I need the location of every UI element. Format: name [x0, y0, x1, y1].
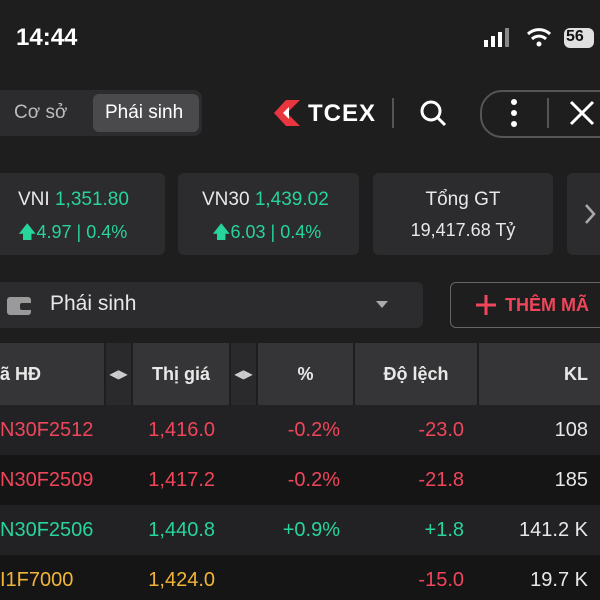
table-row[interactable]: I1F7000 1,424.0 -15.0 19.7 K [0, 555, 600, 600]
index-card[interactable]: Tổng GT 19,417.68 Tỷ [373, 173, 553, 255]
column-header[interactable]: KL [479, 343, 600, 405]
column-header[interactable]: Thị giá [133, 343, 229, 405]
index-card[interactable]: VNI 1,351.80 🡅4.97 | 0.4% [0, 173, 165, 255]
table-cell: 108 [554, 419, 588, 441]
table-cell: N30F2506 [0, 519, 94, 541]
table-cell: -0.2% [287, 419, 340, 441]
next-card[interactable] [567, 173, 600, 255]
table-cell: N30F2512 [0, 419, 94, 441]
table-cell: 1,440.8 [148, 519, 215, 541]
dropdown[interactable] [0, 282, 423, 328]
table-row[interactable]: N30F2512 1,416.0 -0.2% -23.0 108 [0, 405, 600, 455]
table-cell: -23.0 [418, 419, 464, 441]
table-cell: I1F7000 [0, 569, 74, 591]
table-cell: 185 [554, 469, 588, 491]
table-cell: -15.0 [418, 569, 464, 591]
logo-text: TCEX [308, 100, 377, 127]
table-row[interactable]: N30F2509 1,417.2 -0.2% -21.8 185 [0, 455, 600, 505]
resize-handle[interactable]: ◀▶ [231, 343, 256, 405]
dropdown-label: Phái sinh [50, 292, 137, 315]
table-cell: 141.2 K [519, 519, 588, 541]
wallet-icon [7, 297, 32, 315]
index-value: 1,439.02 [254, 189, 329, 210]
table-cell: 19.7 K [530, 569, 588, 591]
tab-active-bg [93, 94, 199, 132]
plus-icon [476, 295, 496, 315]
search-icon[interactable] [418, 98, 448, 128]
status-icons [484, 28, 594, 48]
index-name: Tổng GT [425, 189, 501, 210]
table-cell: 1,424.0 [148, 569, 215, 591]
chevron [585, 204, 596, 224]
tab[interactable]: Phái sinh [105, 102, 184, 123]
battery-level: 56 [566, 28, 584, 45]
table-cell: +0.9% [282, 519, 340, 541]
status-time: 14:44 [16, 24, 78, 51]
index-change: 4.97 | 0.4% [36, 222, 128, 242]
table-cell: 1,417.2 [148, 469, 215, 491]
header-text: Thị giá [152, 364, 210, 384]
header-text: ã HĐ [0, 364, 42, 384]
add-button-label: THÊM MÃ [505, 295, 589, 315]
table-cell: +1.8 [424, 519, 464, 541]
logo-mark [274, 100, 300, 126]
table-cell: -21.8 [418, 469, 464, 491]
header-text: % [297, 364, 314, 384]
index-name: VN30 [202, 189, 250, 210]
resize-handle[interactable]: ◀▶ [106, 343, 131, 405]
table-cell: 1,416.0 [148, 419, 215, 441]
add-button[interactable] [450, 282, 600, 328]
table-row[interactable]: N30F2506 1,440.8 +0.9% +1.8 141.2 K [0, 505, 600, 555]
caret [376, 301, 388, 308]
table-cell [258, 555, 340, 600]
index-value: 1,351.80 [54, 189, 129, 210]
column-header[interactable]: % [258, 343, 353, 405]
header-text: Độ lệch [383, 364, 449, 384]
divider [392, 98, 394, 128]
column-header[interactable]: Độ lệch [355, 343, 477, 405]
header-text: KL [564, 364, 588, 384]
index-name: VNI [18, 189, 50, 210]
index-value: 19,417.68 Tỷ [410, 220, 516, 240]
index-change: 6.03 | 0.4% [230, 222, 322, 242]
table-cell: -0.2% [287, 469, 340, 491]
capsule [480, 90, 600, 138]
tab[interactable]: Cơ sở [14, 102, 68, 123]
capsule-icons[interactable] [506, 98, 600, 128]
index-card[interactable]: VN30 1,439.02 🡅6.03 | 0.4% [178, 173, 359, 255]
column-header[interactable]: ã HĐ [0, 343, 104, 405]
table-cell: N30F2509 [0, 469, 94, 491]
